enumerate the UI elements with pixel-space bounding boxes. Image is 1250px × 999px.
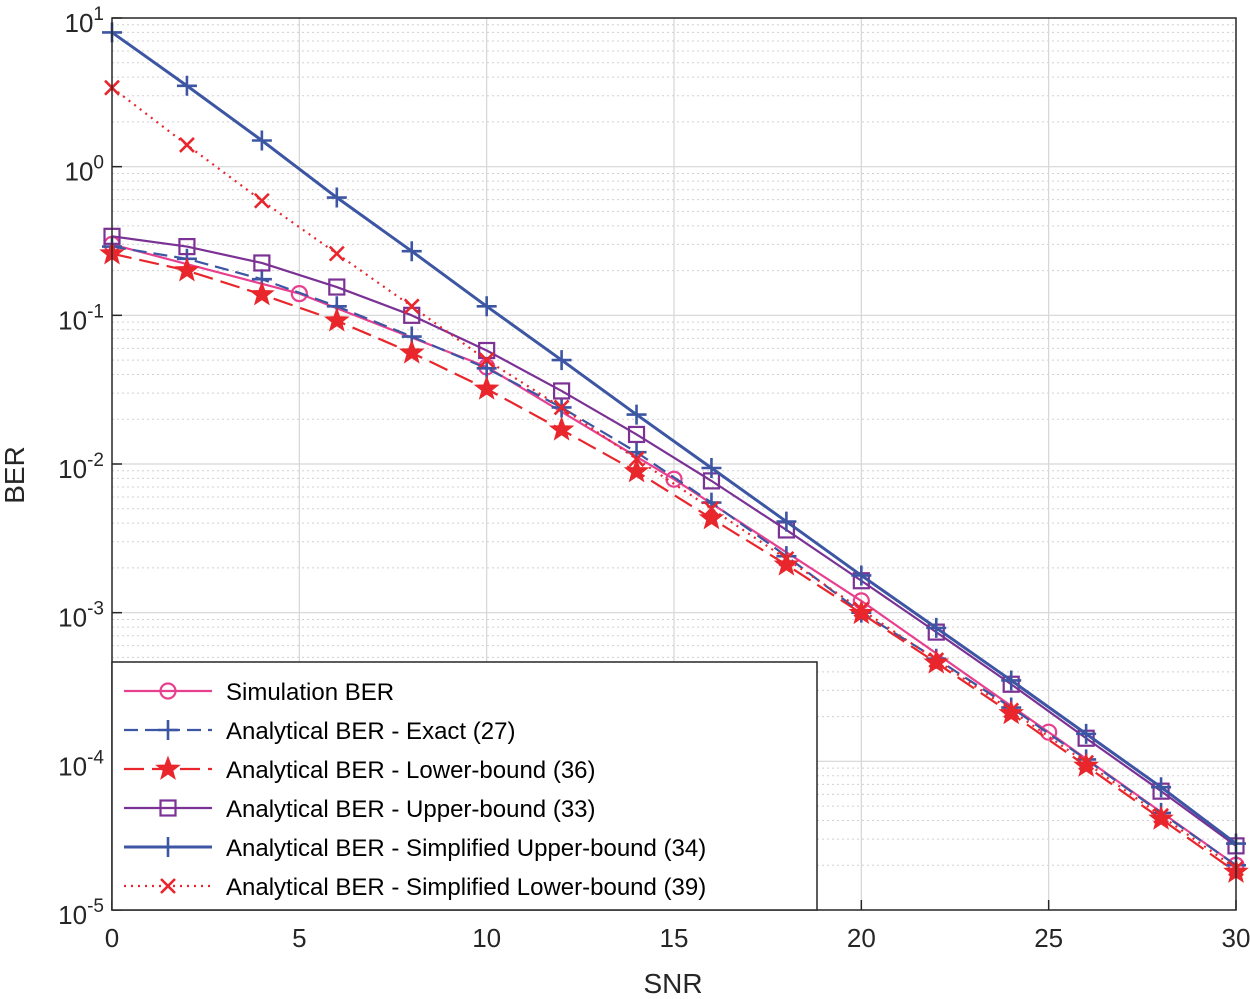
star-marker [398, 339, 425, 364]
plus-marker [1151, 777, 1172, 798]
legend-entry-label: Analytical BER - Upper-bound (33) [226, 796, 596, 823]
x-marker [778, 550, 795, 567]
star-marker [1073, 752, 1099, 777]
plus-marker [701, 457, 722, 478]
y-axis-label: BER [0, 446, 30, 504]
plus-marker [851, 565, 872, 586]
x-marker [628, 451, 645, 467]
x-marker [853, 601, 870, 618]
legend-entry-label: Analytical BER - Exact (27) [226, 718, 515, 745]
series-layer [99, 22, 1249, 883]
square-marker [328, 278, 346, 296]
x-axis-label: SNR [643, 968, 702, 999]
x-marker [1078, 754, 1095, 771]
square-marker [178, 237, 196, 256]
legend-plus-marker [158, 720, 178, 740]
legend-plus-marker [158, 837, 178, 857]
y-tick-label: 10-3 [58, 599, 104, 633]
plus-marker [476, 296, 497, 317]
star-marker [773, 551, 800, 576]
square-marker [253, 254, 271, 272]
star-marker [324, 307, 350, 332]
star-marker [623, 458, 650, 483]
x-tick-label: 20 [847, 923, 876, 953]
x-tick-label: 15 [660, 923, 689, 953]
x-tick-label: 5 [292, 923, 306, 953]
legend-circle-marker [159, 682, 177, 700]
plus-marker [176, 75, 197, 96]
x-marker [179, 137, 195, 153]
series-line [111, 245, 1237, 867]
x-tick-label: 30 [1222, 923, 1250, 953]
x-tick-label: 0 [105, 923, 119, 953]
x-tick-label: 25 [1034, 923, 1063, 953]
legend-box [111, 661, 818, 911]
x-tick-label: 10 [472, 923, 501, 953]
series-6 [104, 79, 1244, 877]
series-line [111, 31, 1237, 845]
legend-entry-label: Simulation BER [226, 679, 394, 706]
circle-marker [290, 285, 308, 303]
x-marker [478, 352, 495, 369]
legend-square-marker [159, 799, 177, 817]
star-marker [473, 375, 500, 400]
plus-marker [401, 241, 422, 262]
series-line [111, 86, 1237, 870]
square-marker [478, 341, 496, 360]
x-marker [328, 245, 345, 262]
plus-marker [251, 130, 272, 151]
legend-star-marker [155, 755, 181, 780]
star-marker [1148, 805, 1174, 830]
series-line [111, 235, 1237, 847]
star-marker [174, 257, 200, 282]
legend: Simulation BER Analytical BER - Exact (27… [111, 661, 818, 911]
star-marker [848, 599, 875, 625]
legend-x-marker [160, 878, 176, 894]
plus-marker [626, 404, 647, 425]
x-marker [403, 298, 420, 315]
square-marker [627, 425, 646, 444]
star-marker [249, 281, 275, 306]
x-marker [703, 500, 720, 517]
legend-entry-label: Analytical BER - Simplified Upper-bound … [226, 835, 706, 862]
x-marker [253, 192, 270, 209]
star-marker [998, 699, 1024, 725]
plus-marker [326, 187, 347, 208]
x-marker [1153, 807, 1169, 824]
x-marker [928, 652, 945, 668]
series-5 [102, 22, 1246, 854]
star-marker [548, 416, 575, 441]
legend-entry-label: Analytical BER - Simplified Lower-bound … [226, 874, 706, 901]
x-marker [1003, 702, 1020, 719]
circle-marker [1040, 723, 1058, 741]
plus-marker [551, 350, 572, 371]
plus-marker [926, 617, 947, 638]
plus-marker [1076, 723, 1097, 744]
legend-entry-label: Analytical BER - Lower-bound (36) [226, 757, 596, 784]
square-marker [552, 382, 571, 400]
plus-marker [776, 511, 797, 532]
plus-marker [1001, 670, 1022, 691]
x-marker [553, 399, 570, 416]
